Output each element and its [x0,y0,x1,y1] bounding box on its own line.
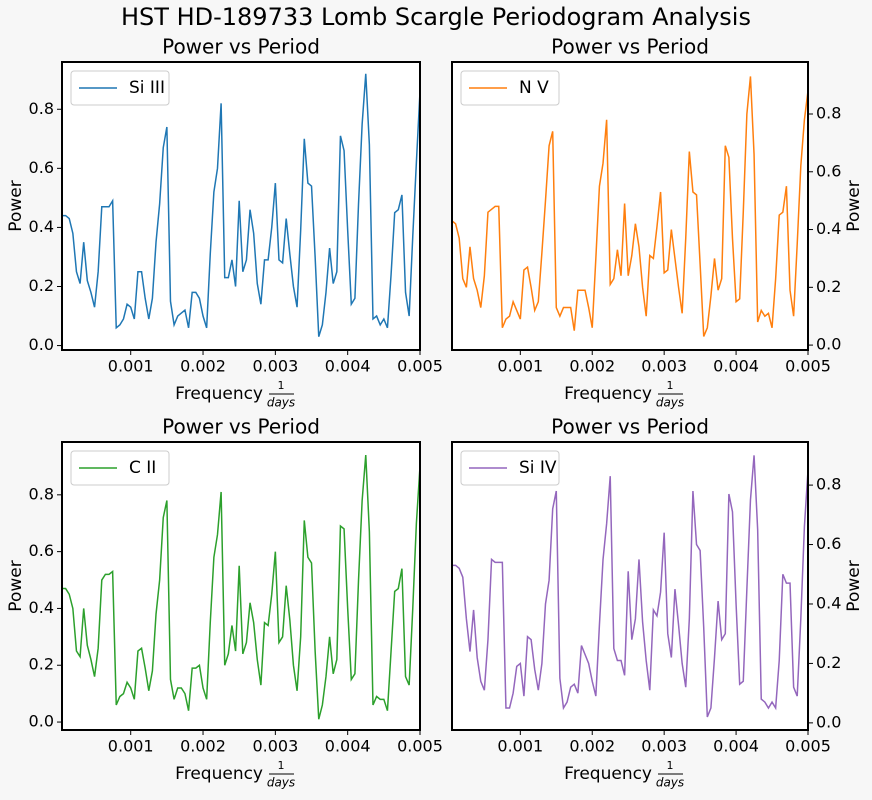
axes-background [452,442,808,730]
x-axis-label: Frequency [564,764,652,784]
y-tick-label: 0.0 [816,335,841,354]
y-tick-label: 0.4 [29,598,54,617]
y-tick-label: 0.2 [816,277,841,296]
axes-title: Power vs Period [162,415,320,439]
axes-frame [451,61,809,351]
y-axis-label: Power [6,560,26,611]
axes-background [452,62,808,350]
y-tick-label: 0.2 [816,653,841,672]
y-tick-label: 0.0 [816,712,841,731]
figure-title: HST HD-189733 Lomb Scargle Periodogram A… [121,3,751,31]
x-tick-label: 0.003 [252,357,298,376]
y-tick-label: 0.8 [29,99,54,118]
y-tick-label: 0.8 [816,103,841,122]
y-tick-label: 0.4 [29,217,54,236]
axes-frame [61,61,421,351]
axes-background [62,62,420,350]
x-axis-label-numerator: 1 [667,759,674,772]
x-tick-label: 0.004 [325,357,371,376]
x-axis-label-numerator: 1 [667,379,674,392]
y-tick-label: 0.8 [816,475,841,494]
x-tick-label: 0.003 [252,737,298,756]
x-tick-label: 0.002 [569,357,615,376]
legend-box [460,450,560,486]
x-axis-label-denominator: days [656,776,684,790]
y-tick-label: 0.2 [29,655,54,674]
x-tick-label: 0.005 [785,737,831,756]
axes-title: Power vs Period [551,35,709,59]
legend-box [70,450,170,486]
x-axis-label: Frequency [564,384,652,404]
axes-title: Power vs Period [551,415,709,439]
x-tick-label: 0.004 [713,357,759,376]
legend-box [70,70,170,106]
y-tick-label: 0.0 [29,335,54,354]
x-tick-label: 0.001 [497,357,543,376]
x-tick-label: 0.002 [180,737,226,756]
x-tick-label: 0.001 [108,737,154,756]
axes-title: Power vs Period [162,35,320,59]
axes-frame [451,441,809,731]
legend-label: Si IV [519,458,557,478]
x-axis-label-numerator: 1 [278,759,285,772]
x-tick-label: 0.003 [641,357,687,376]
y-tick-label: 0.6 [816,161,841,180]
x-axis-label-numerator: 1 [278,379,285,392]
x-axis-label: Frequency [175,384,263,404]
x-tick-label: 0.002 [180,357,226,376]
series-line [62,455,421,720]
legend-label: Si III [129,78,165,98]
x-tick-label: 0.004 [713,737,759,756]
x-tick-label: 0.002 [569,737,615,756]
x-axis-label: Frequency [175,764,263,784]
x-axis-label-denominator: days [267,776,295,790]
x-tick-label: 0.001 [497,737,543,756]
axes-background [62,442,420,730]
x-tick-label: 0.005 [785,357,831,376]
axes-frame [61,441,421,731]
x-tick-label: 0.003 [641,737,687,756]
y-tick-label: 0.0 [29,712,54,731]
y-tick-label: 0.4 [816,219,841,238]
legend-box [460,70,560,106]
series-line [452,455,809,718]
y-axis-label: Power [6,180,26,231]
series-line [62,73,421,337]
y-tick-label: 0.6 [29,541,54,560]
x-axis-label-denominator: days [267,396,295,410]
legend-label: N V [519,78,549,98]
x-tick-label: 0.005 [397,357,443,376]
y-tick-label: 0.4 [816,593,841,612]
y-axis-label: Power [844,180,864,231]
y-tick-label: 0.6 [29,158,54,177]
y-tick-label: 0.2 [29,276,54,295]
y-axis-label: Power [844,560,864,611]
y-tick-label: 0.8 [29,484,54,503]
legend-label: C II [129,458,156,478]
x-tick-label: 0.004 [325,737,371,756]
series-line [451,76,809,337]
x-tick-label: 0.005 [397,737,443,756]
x-tick-label: 0.001 [108,357,154,376]
y-tick-label: 0.6 [816,534,841,553]
x-axis-label-denominator: days [656,396,684,410]
